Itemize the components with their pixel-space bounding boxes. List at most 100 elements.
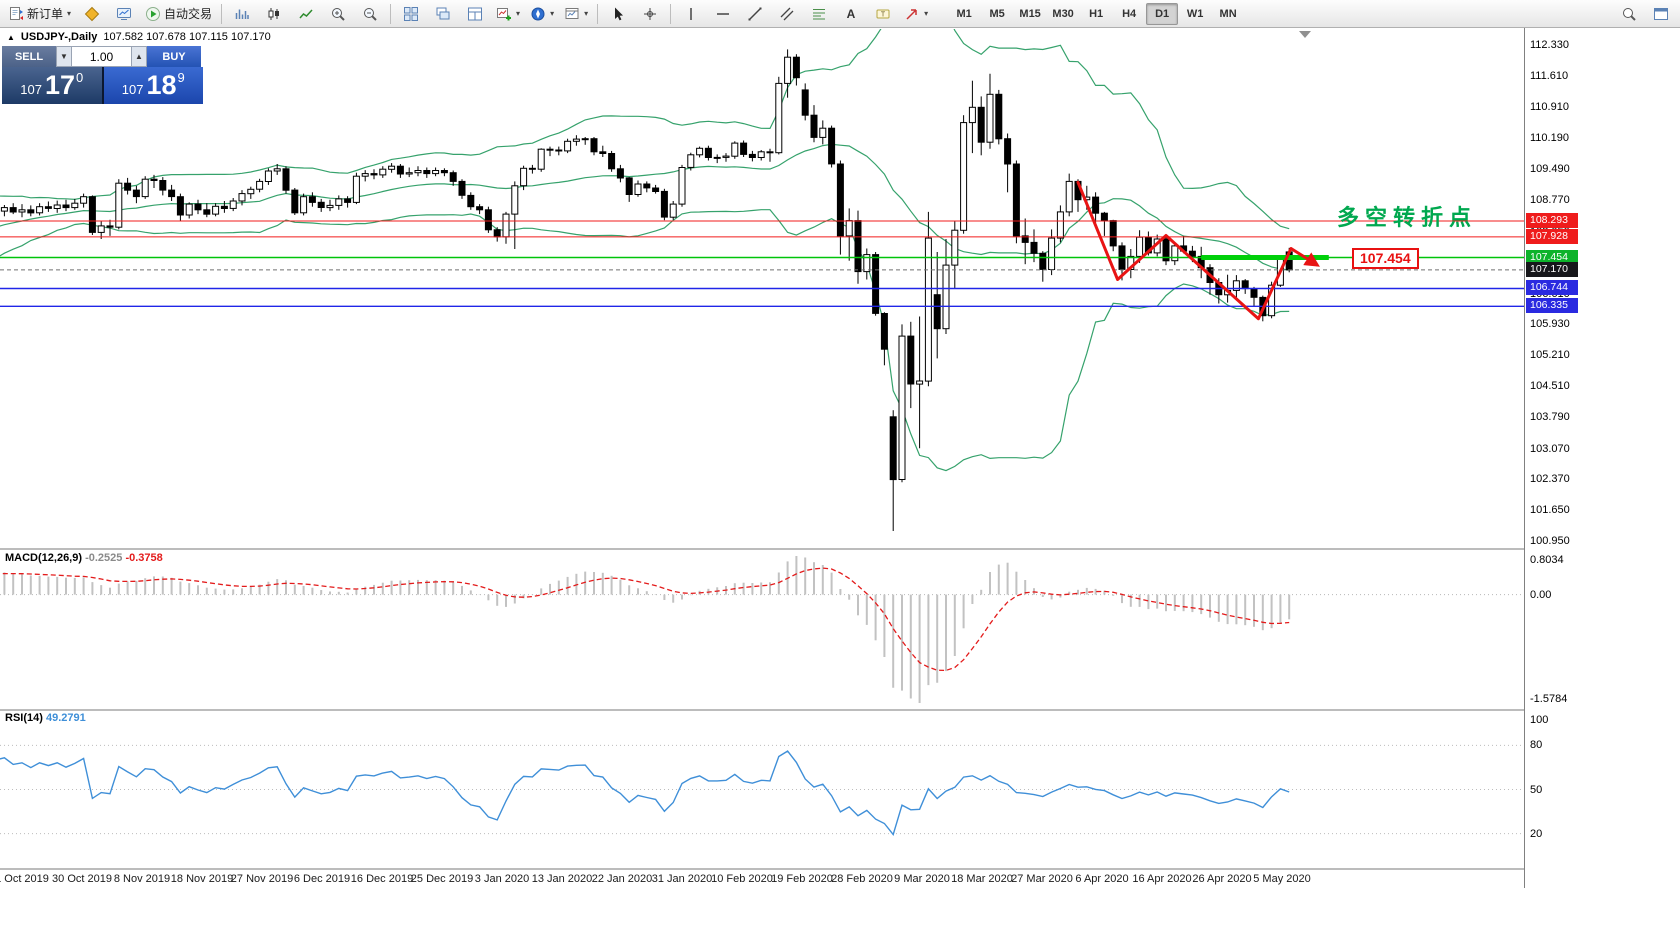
timeframe-button-w1[interactable]: W1 [1186, 7, 1204, 20]
price-axis-label: 111.610 [1530, 70, 1569, 83]
macd-pane-label: MACD(12,26,9) -0.2525 -0.3758 [5, 552, 163, 564]
price-tag-annotation[interactable]: 107.454 [1352, 248, 1419, 269]
cascade-windows-button[interactable] [428, 2, 458, 26]
dropdown-caret-icon: ▾ [924, 9, 929, 18]
chart-symbol-header: ▲ USDJPY-,Daily 107.582 107.678 107.115 … [7, 31, 271, 43]
svg-text:T: T [881, 11, 886, 18]
timeframe-button-h4[interactable]: H4 [1122, 7, 1137, 20]
fibonacci-button[interactable] [804, 2, 834, 26]
price-axis-label: 103.070 [1530, 442, 1570, 455]
timeframe-button-mn[interactable]: MN [1219, 7, 1237, 20]
turning-point-annotation[interactable]: 多空转折点 [1337, 205, 1478, 230]
macd-axis-label: -1.5784 [1530, 693, 1568, 705]
cursor-button[interactable] [603, 2, 633, 26]
price-badge: 107.454 [1526, 249, 1578, 265]
indicators-button[interactable]: ▾ [492, 2, 524, 26]
sell-label[interactable]: SELL [2, 46, 56, 67]
date-label: 18 Nov 2019 [170, 873, 234, 885]
date-label: 6 Dec 2019 [293, 873, 351, 885]
chart-canvas[interactable] [0, 28, 1524, 888]
date-label: 3 Jan 2020 [474, 873, 530, 885]
zoom-out-button[interactable] [355, 2, 385, 26]
date-label: 25 Dec 2019 [410, 873, 474, 885]
candlestick-chart-icon [268, 7, 280, 20]
text-icon: A [847, 7, 856, 21]
date-label: 26 Apr 2020 [1192, 873, 1252, 885]
date-label: 27 Nov 2019 [230, 873, 294, 885]
horizontal-line-button[interactable] [708, 2, 738, 26]
bollinger-bands [0, 29, 1290, 472]
date-label: 16 Apr 2020 [1132, 873, 1192, 885]
arrow-shape-icon [906, 8, 917, 20]
search-icon [1623, 7, 1636, 21]
macd-axis-label: 0.8034 [1530, 554, 1564, 566]
date-label: 1 Oct 2019 [0, 873, 49, 885]
line-chart-icon [299, 8, 313, 18]
vertical-line-button[interactable] [676, 2, 706, 26]
rsi-pane-label: RSI(14) 49.2791 [5, 712, 86, 724]
text-label-icon: T [876, 9, 890, 18]
text-button[interactable]: A [836, 2, 866, 26]
autotrading-button[interactable]: 自动交易 [141, 2, 216, 26]
oneclick-toggle-icon[interactable]: ▲ [7, 32, 15, 42]
zoom-in-button[interactable] [323, 2, 353, 26]
crosshair-icon [644, 7, 657, 20]
trendline-button[interactable] [740, 2, 770, 26]
bollinger-middle-band [0, 143, 1290, 271]
templates-button[interactable]: ▾ [560, 2, 592, 26]
tile-windows-icon [404, 6, 419, 21]
macd-main-value: -0.2525 [85, 552, 123, 564]
zigzag-annotation[interactable] [1076, 180, 1293, 321]
crosshair-button[interactable] [635, 2, 665, 26]
timeframe-button-m30[interactable]: M30 [1052, 7, 1074, 20]
sell-price-point: 0 [76, 70, 84, 85]
sell-button[interactable]: 107 17 0 [2, 67, 102, 104]
candlestick-chart-button[interactable] [259, 2, 289, 26]
trendline-icon [748, 7, 762, 20]
channel-button[interactable] [772, 2, 802, 26]
date-label: 18 Mar 2020 [951, 873, 1013, 885]
main-toolbar: 新订单 ▾ 自动交易 ▾ ▾ ▾ [0, 0, 1680, 28]
dropdown-caret-icon: ▾ [584, 9, 589, 18]
lot-decrease-button[interactable]: ▼ [56, 46, 72, 67]
dock-windows-button[interactable] [460, 2, 490, 26]
timeframe-button-m15[interactable]: M15 [1019, 7, 1041, 20]
timeframe-button-h1[interactable]: H1 [1089, 7, 1104, 20]
date-label: 8 Nov 2019 [113, 873, 171, 885]
timeframe-button-m5[interactable]: M5 [989, 7, 1005, 20]
toolbar-separator [597, 3, 599, 24]
terminal-button[interactable] [109, 2, 139, 26]
lot-size-input[interactable] [72, 46, 131, 67]
macd-title: MACD(12,26,9) [5, 552, 83, 564]
autotrading-label: 自动交易 [164, 7, 213, 21]
toolbar-separator [670, 3, 672, 24]
text-label-button[interactable]: T [868, 2, 898, 26]
price-axis-label: 101.650 [1530, 504, 1570, 517]
navigator-button[interactable]: ▾ [526, 2, 558, 26]
price-badge: 106.335 [1526, 298, 1578, 314]
cascade-windows-icon [436, 7, 450, 19]
metaeditor-button[interactable] [77, 2, 107, 26]
candlesticks [0, 49, 1293, 531]
sell-price-pips: 17 [44, 70, 75, 100]
zigzag-arrow[interactable] [1290, 247, 1320, 267]
search-button[interactable] [1614, 2, 1644, 26]
buy-button[interactable]: 107 18 9 [103, 67, 203, 104]
price-axis-label: 109.490 [1530, 162, 1570, 175]
bollinger-lower-band [0, 209, 1290, 472]
line-chart-button[interactable] [291, 2, 321, 26]
price-axis-label: 100.950 [1530, 534, 1570, 547]
tile-windows-button[interactable] [396, 2, 426, 26]
buy-label[interactable]: BUY [147, 46, 201, 67]
shapes-button[interactable]: ▾ [900, 2, 932, 26]
compass-icon [531, 7, 545, 20]
rsi-line [0, 750, 1290, 836]
timeframe-group: M1 M5 M15 M30 H1 H4 D1 W1 MN [948, 2, 1244, 25]
timeframe-button-d1[interactable]: D1 [1146, 2, 1179, 25]
bar-chart-button[interactable] [227, 2, 257, 26]
new-order-button[interactable]: 新订单 ▾ [4, 2, 75, 26]
chart-shift-marker[interactable] [1299, 31, 1311, 38]
new-window-button[interactable] [1646, 2, 1676, 26]
timeframe-button-m1[interactable]: M1 [956, 7, 972, 20]
lot-increase-button[interactable]: ▲ [131, 46, 147, 67]
